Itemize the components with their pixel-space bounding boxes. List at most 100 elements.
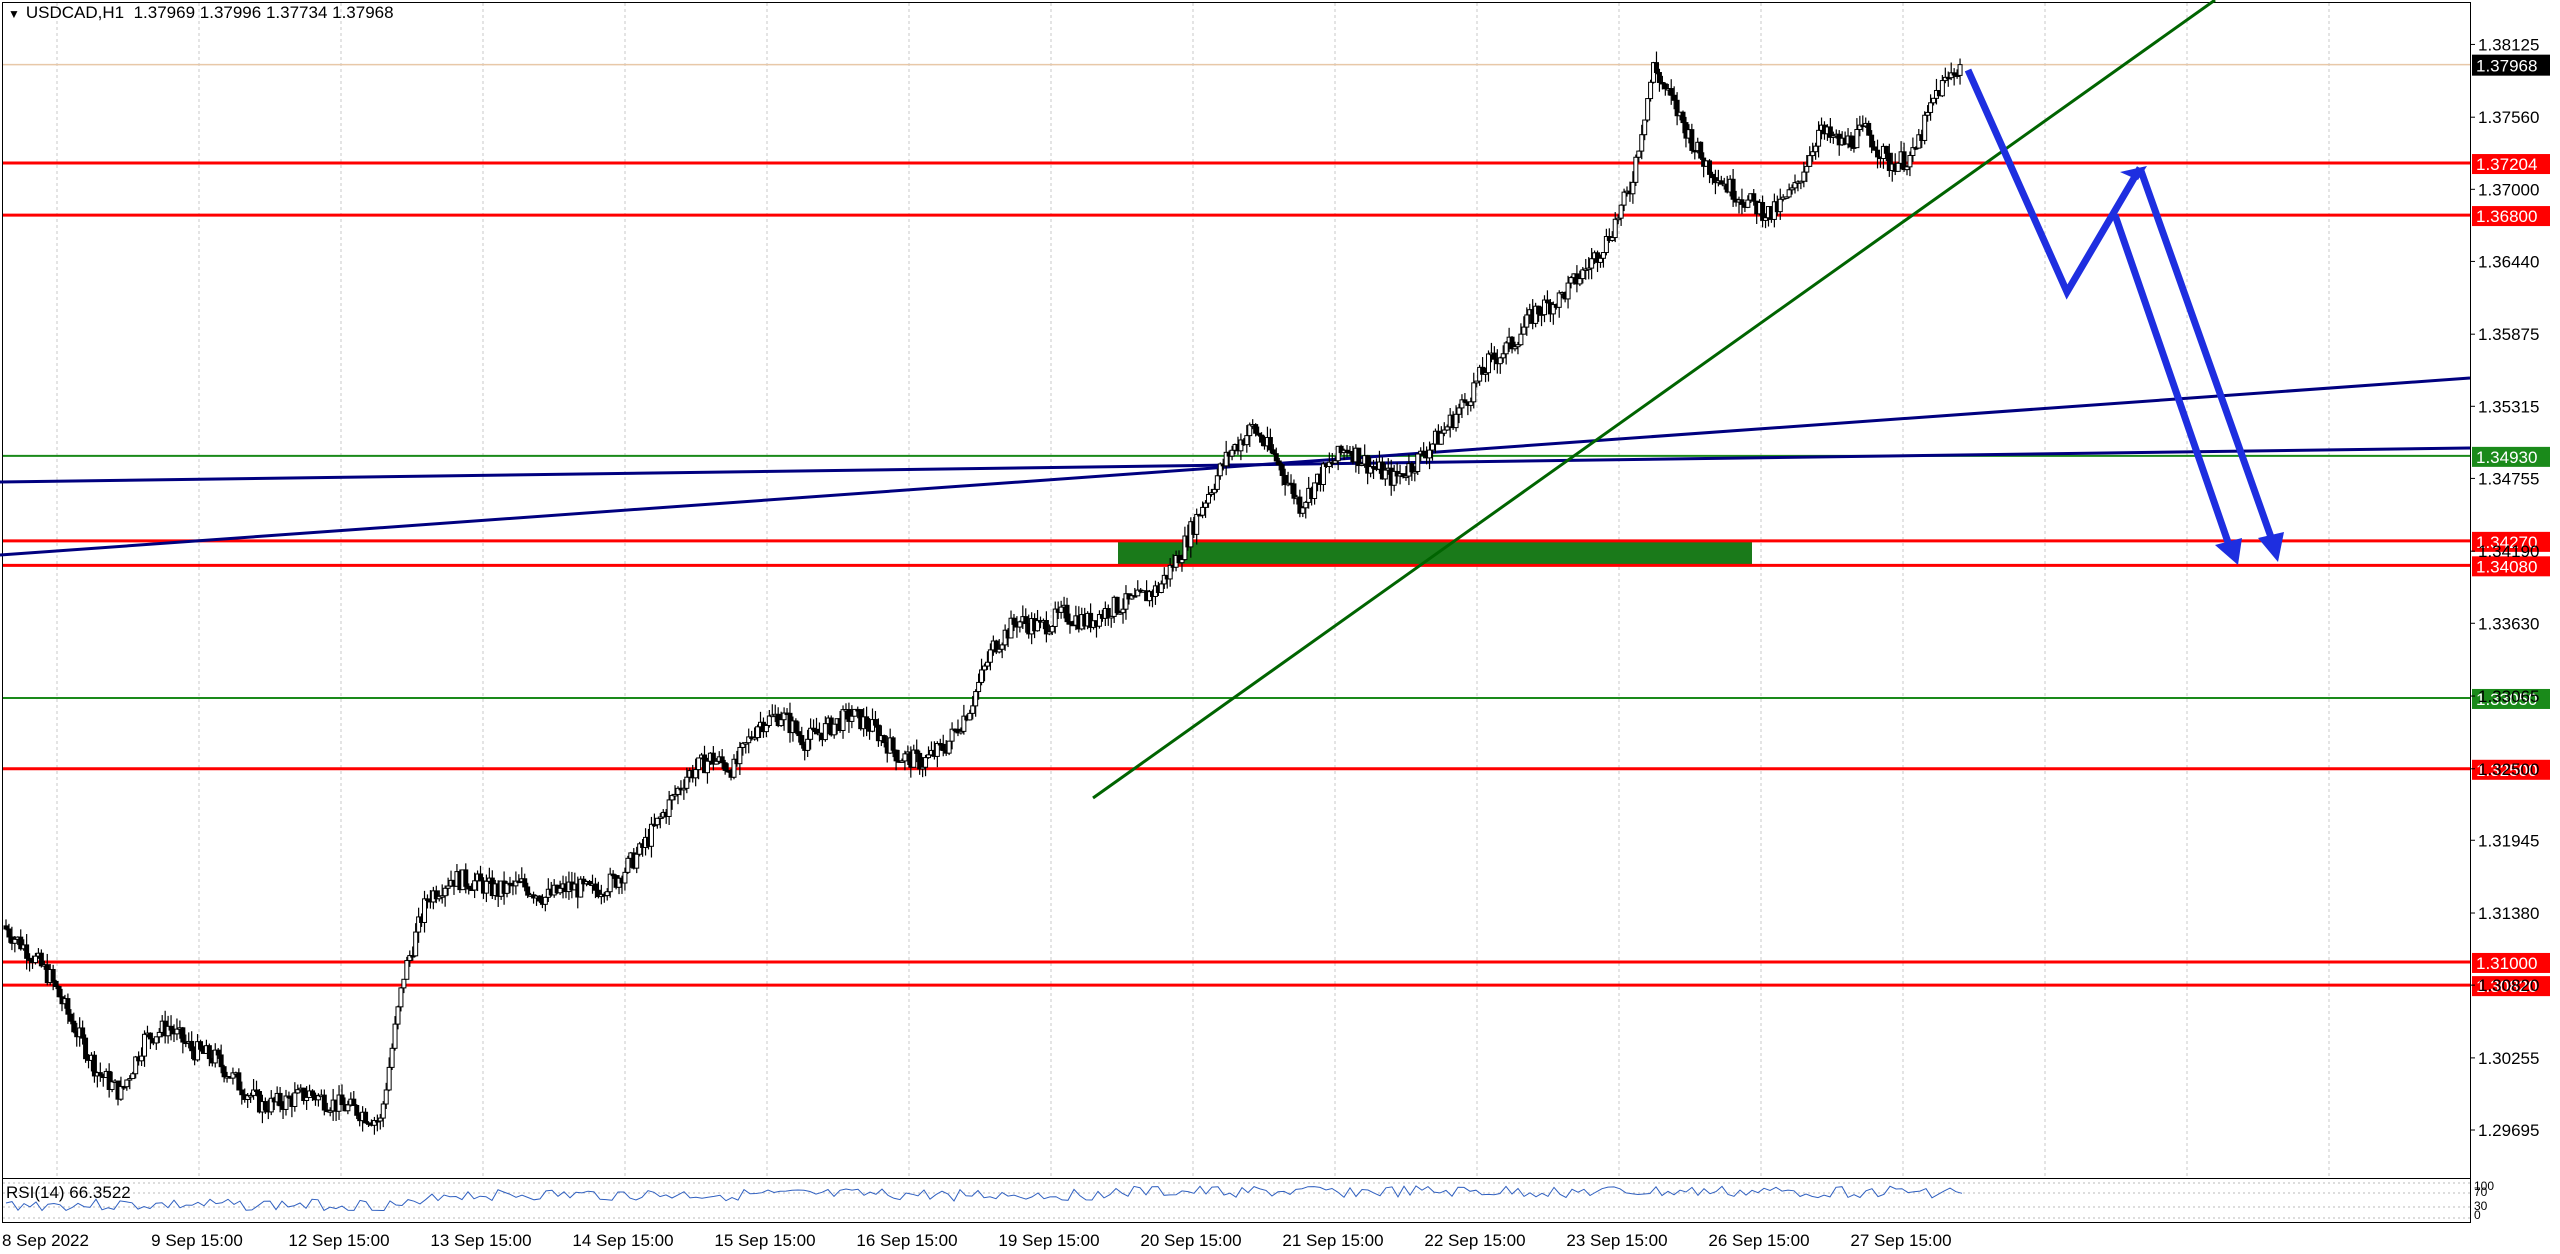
candle-body (345, 1104, 351, 1112)
candle-body (38, 952, 44, 967)
candle-body (1653, 62, 1659, 74)
candle-body (1739, 199, 1745, 205)
candle-body (1427, 449, 1433, 459)
candle-body (1035, 620, 1041, 632)
vertical-grid (56, 3, 2330, 1178)
candle-body (1291, 483, 1297, 499)
candle-body (1872, 146, 1878, 151)
candle-body (351, 1098, 357, 1106)
candle-body (814, 728, 820, 735)
candle-body (1621, 191, 1627, 206)
candle-body (97, 1072, 103, 1076)
candle-body (1441, 429, 1447, 434)
candle-body (1656, 72, 1662, 83)
candle-body (1456, 407, 1462, 415)
candle-body (1011, 617, 1017, 625)
candle-body (993, 640, 999, 653)
forecast-arrowhead-3 (2215, 538, 2242, 565)
candle-body (463, 869, 469, 887)
rsi-panel-frame (2, 1178, 2471, 1223)
candle-body (1312, 482, 1318, 500)
candle-body (1400, 473, 1406, 478)
candle-body (1194, 513, 1200, 535)
candle-body (1471, 382, 1477, 403)
candle-body (1403, 475, 1409, 479)
candle-body (1789, 187, 1795, 191)
candle-body (354, 1104, 360, 1116)
candle-body (737, 746, 743, 765)
candle-body (283, 1095, 289, 1110)
candle-body (970, 705, 976, 714)
candle-body (1544, 299, 1550, 304)
price-tick-label: 1.31945 (2478, 831, 2539, 850)
forecast-path-2 (2136, 166, 2276, 542)
candle-body (1371, 466, 1377, 469)
chart-title: ▼ USDCAD,H1 1.37969 1.37996 1.37734 1.379… (8, 3, 394, 23)
candle-body (1609, 237, 1615, 241)
candle-body (1801, 171, 1807, 182)
candle-body (416, 916, 422, 933)
candle-body (899, 760, 905, 763)
time-tick-label: 22 Sep 15:00 (1424, 1231, 1525, 1250)
candle-body (442, 887, 448, 897)
candle-body (940, 743, 946, 751)
candle-body (1179, 559, 1185, 564)
candle-body (1875, 149, 1881, 158)
candle-body (445, 885, 451, 889)
candle-body (923, 757, 929, 768)
candle-body (1208, 492, 1214, 495)
candle-body (1223, 451, 1229, 467)
level-label: 1.30820 (2476, 977, 2537, 996)
price-tick-label: 1.32500 (2478, 760, 2539, 779)
candle-body (466, 885, 472, 890)
level-label: 1.32500 (2476, 761, 2537, 780)
candle-body (607, 873, 613, 893)
candle-body (292, 1092, 298, 1107)
candle-body (133, 1056, 139, 1075)
dropdown-triangle-icon[interactable]: ▼ (8, 7, 20, 21)
candle-body (1603, 236, 1609, 254)
candle-body (1568, 277, 1574, 284)
time-tick-label: 27 Sep 15:00 (1850, 1231, 1951, 1250)
candle-body (142, 1033, 148, 1057)
candle-body (681, 787, 687, 791)
price-tick-label: 1.29695 (2478, 1121, 2539, 1140)
candle-body (1895, 162, 1901, 172)
candle-body (1017, 621, 1023, 628)
candle-body (846, 709, 852, 722)
candle-body (1580, 269, 1586, 280)
candle-body (1182, 535, 1188, 561)
level-label-bg (2472, 759, 2550, 780)
candle-body (1096, 614, 1102, 627)
candle-body (1444, 426, 1450, 431)
candle-body (1533, 305, 1539, 324)
time-tick-label: 26 Sep 15:00 (1708, 1231, 1809, 1250)
candle-body (976, 681, 982, 693)
candle-body (32, 955, 38, 964)
candle-body (693, 769, 699, 779)
candle-body (1412, 470, 1418, 474)
candle-body (1642, 119, 1648, 136)
candle-body (1205, 493, 1211, 504)
ascending-channel (0, 376, 2471, 557)
candle-body (118, 1085, 124, 1100)
candle-body (996, 648, 1002, 653)
candle-body (1453, 413, 1459, 429)
candle-body (1282, 474, 1288, 486)
price-tick-label: 1.30255 (2478, 1049, 2539, 1068)
candle-body (1630, 181, 1636, 195)
candle-body (1320, 463, 1326, 485)
candle-body (752, 737, 758, 740)
candle-body (1421, 450, 1427, 456)
candle-body (1830, 135, 1836, 138)
level-label-bg (2472, 446, 2550, 467)
time-tick-label: 9 Sep 15:00 (151, 1231, 243, 1250)
level-label: 1.34930 (2476, 448, 2537, 467)
candle-body (147, 1032, 153, 1040)
candle-body (1480, 366, 1486, 375)
candle-body (917, 752, 923, 770)
candle-body (153, 1036, 159, 1044)
candle-body (218, 1054, 224, 1068)
